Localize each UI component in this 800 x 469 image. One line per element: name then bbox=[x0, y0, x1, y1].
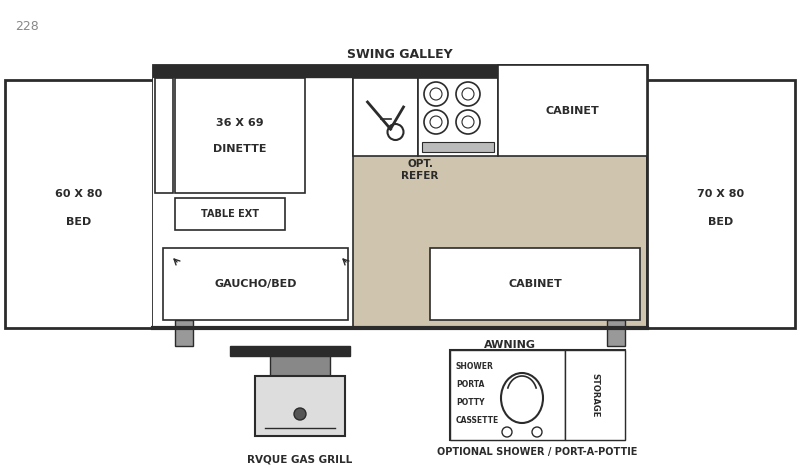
Text: SHOWER: SHOWER bbox=[456, 362, 494, 371]
Bar bbox=[450, 350, 565, 440]
Text: GAUCHO/BED: GAUCHO/BED bbox=[214, 279, 297, 289]
Bar bbox=[153, 65, 647, 77]
Bar bbox=[163, 248, 348, 320]
Text: STORAGE: STORAGE bbox=[590, 373, 599, 417]
Text: BED: BED bbox=[66, 217, 92, 227]
Text: SWING GALLEY: SWING GALLEY bbox=[347, 48, 453, 61]
Bar bbox=[607, 320, 625, 346]
Text: CABINET: CABINET bbox=[546, 106, 599, 115]
Bar bbox=[498, 65, 647, 156]
Text: RVQUE GAS GRILL: RVQUE GAS GRILL bbox=[247, 455, 353, 465]
Text: OPTIONAL SHOWER / PORT-A-POTTIE: OPTIONAL SHOWER / PORT-A-POTTIE bbox=[437, 447, 637, 457]
Bar bbox=[230, 346, 350, 356]
Bar bbox=[153, 65, 647, 328]
Bar bbox=[422, 142, 494, 152]
Bar bbox=[5, 80, 153, 328]
Bar bbox=[353, 78, 418, 156]
Text: PORTA: PORTA bbox=[456, 380, 484, 389]
Text: AWNING: AWNING bbox=[484, 340, 536, 350]
Text: CASSETTE: CASSETTE bbox=[456, 416, 499, 425]
Bar bbox=[430, 248, 640, 320]
Text: BED: BED bbox=[708, 217, 734, 227]
Bar bbox=[565, 350, 625, 440]
Text: 70 X 80: 70 X 80 bbox=[698, 189, 745, 199]
Bar bbox=[175, 320, 193, 346]
Bar bbox=[270, 356, 330, 376]
Bar bbox=[418, 78, 498, 156]
Bar bbox=[647, 80, 795, 328]
Text: OPT.
REFER: OPT. REFER bbox=[402, 159, 438, 181]
Text: 36 X 69: 36 X 69 bbox=[216, 119, 264, 129]
Bar bbox=[450, 350, 625, 440]
Text: DINETTE: DINETTE bbox=[214, 144, 266, 154]
Bar bbox=[153, 65, 353, 328]
Bar bbox=[175, 198, 285, 230]
Bar bbox=[255, 376, 345, 436]
Text: POTTY: POTTY bbox=[456, 398, 485, 407]
Text: TABLE EXT: TABLE EXT bbox=[201, 209, 259, 219]
Text: CABINET: CABINET bbox=[508, 279, 562, 289]
Text: 228: 228 bbox=[15, 20, 38, 33]
Bar bbox=[155, 78, 173, 193]
Bar bbox=[175, 78, 305, 193]
Text: 60 X 80: 60 X 80 bbox=[55, 189, 102, 199]
Circle shape bbox=[294, 408, 306, 420]
